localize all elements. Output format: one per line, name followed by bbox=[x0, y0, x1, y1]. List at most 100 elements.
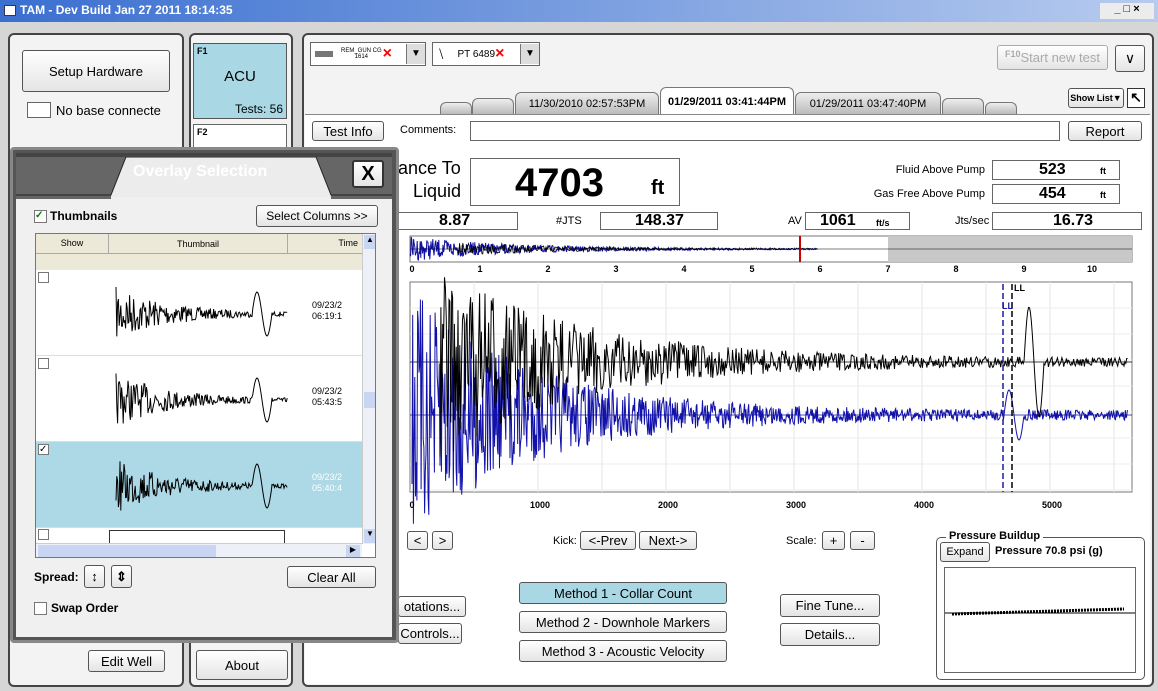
spread-label: Spread: bbox=[34, 570, 79, 584]
overview-tick-label: 10 bbox=[1087, 264, 1097, 274]
method1-button[interactable]: Method 1 - Collar Count bbox=[519, 582, 727, 604]
edit-well-button[interactable]: Edit Well bbox=[88, 650, 165, 672]
history-tab[interactable]: 01/29/2011 03:47:40PM bbox=[795, 92, 941, 114]
scale-minus[interactable]: - bbox=[850, 531, 875, 550]
tab-blank[interactable] bbox=[942, 98, 984, 114]
readout-box: 8.87 bbox=[398, 212, 518, 230]
window-controls[interactable]: _ □ × bbox=[1100, 3, 1154, 19]
comments-input[interactable] bbox=[470, 121, 1060, 141]
thumbnail bbox=[115, 461, 288, 511]
av-value: 1061 bbox=[820, 212, 856, 229]
sensor1-name: REM_GUN CG bbox=[341, 48, 382, 54]
header-show[interactable]: Show bbox=[60, 238, 84, 248]
header-top bbox=[16, 153, 392, 157]
overlay-row[interactable]: 09/23/2 06:19:1 bbox=[36, 270, 362, 356]
black-trace bbox=[439, 277, 1128, 457]
thumbnail-trace bbox=[115, 461, 288, 511]
method2-button[interactable]: Method 2 - Downhole Markers bbox=[519, 611, 727, 633]
overview-tick-label: 9 bbox=[1021, 264, 1026, 274]
history-tab[interactable]: 11/30/2010 02:57:53PM bbox=[515, 92, 659, 114]
distance-value: 4703 bbox=[515, 161, 604, 205]
menu-dropdown[interactable]: ∨ bbox=[1115, 45, 1145, 72]
scale-label: Scale: bbox=[786, 535, 817, 547]
prev-button[interactable]: < bbox=[407, 531, 428, 550]
clear-all-button[interactable]: Clear All bbox=[287, 566, 376, 588]
row-date: 09/23/2 bbox=[312, 386, 343, 396]
setup-hardware-button[interactable]: Setup Hardware bbox=[22, 50, 170, 92]
kick-label: Kick: bbox=[553, 535, 577, 547]
f10-key: F10 bbox=[1005, 49, 1021, 59]
method3-button[interactable]: Method 3 - Acoustic Velocity bbox=[519, 640, 727, 662]
horizontal-scrollbar[interactable]: ▶ bbox=[36, 543, 362, 557]
base-indicator bbox=[27, 102, 51, 118]
kick-prev-button[interactable]: <-Prev bbox=[580, 531, 636, 550]
base-status: No base connecte bbox=[56, 103, 161, 118]
fine-tune-button[interactable]: Fine Tune... bbox=[780, 594, 880, 617]
report-button[interactable]: Report bbox=[1068, 121, 1142, 141]
comments-label: Comments: bbox=[400, 124, 457, 136]
readout-value: 8.87 bbox=[439, 212, 471, 229]
show-list-button[interactable]: Show List ▼ bbox=[1068, 88, 1124, 108]
start-new-test-button[interactable]: F10 Start new test bbox=[997, 45, 1108, 70]
fluid-value: 523 bbox=[1039, 161, 1066, 178]
header-time[interactable]: Time bbox=[338, 238, 358, 248]
sensor2-selector[interactable]: ⧵ PT 6489 × ▼ bbox=[432, 42, 540, 66]
sensor1-selector[interactable]: REM_GUN CG 1614 × ▼ bbox=[310, 42, 426, 66]
select-columns-button[interactable]: Select Columns >> bbox=[256, 205, 378, 227]
history-tab-active[interactable]: 01/29/2011 03:41:44PM bbox=[660, 87, 794, 115]
partial-row bbox=[109, 530, 285, 544]
x-tick-label: 2000 bbox=[658, 500, 678, 510]
spread-contract[interactable]: ⇕ bbox=[111, 565, 132, 588]
fluid-box: 523 ft bbox=[992, 160, 1120, 180]
row-checkbox[interactable] bbox=[38, 272, 49, 283]
annotations-button[interactable]: otations... bbox=[398, 596, 466, 617]
expand-button[interactable]: Expand bbox=[940, 542, 990, 562]
gas-unit: ft bbox=[1100, 190, 1106, 200]
controls-button[interactable]: Controls... bbox=[398, 623, 462, 644]
tab-blank[interactable] bbox=[440, 102, 472, 114]
pressure-value: Pressure 70.8 psi (g) bbox=[995, 545, 1103, 557]
overlay-row[interactable]: ✓ 09/23/2 05:40:4 bbox=[36, 442, 362, 528]
kick-next-button[interactable]: Next-> bbox=[639, 531, 697, 550]
row-checkbox[interactable] bbox=[38, 358, 49, 369]
overlay-row[interactable]: 09/23/2 05:43:5 bbox=[36, 356, 362, 442]
tab-blank[interactable] bbox=[472, 98, 514, 114]
details-button[interactable]: Details... bbox=[780, 623, 880, 646]
f2-key: F2 bbox=[197, 127, 208, 137]
acu-label: ACU bbox=[224, 68, 256, 85]
list-subheader bbox=[36, 254, 363, 270]
header-shape bbox=[16, 153, 392, 199]
pressure-trace bbox=[951, 607, 1125, 616]
spread-expand[interactable]: ↕ bbox=[84, 565, 105, 588]
tab-blank[interactable] bbox=[985, 102, 1017, 114]
next-button[interactable]: > bbox=[432, 531, 453, 550]
header-thumbnail[interactable]: Thumbnail bbox=[108, 234, 288, 254]
dialog-tab-shape bbox=[16, 153, 392, 199]
row-time: 05:40:4 bbox=[312, 483, 343, 493]
thumbnail bbox=[115, 286, 288, 337]
row-checkbox[interactable] bbox=[38, 529, 49, 540]
distance-box: 4703 ft bbox=[470, 158, 680, 206]
swap-order-option[interactable]: Swap Order bbox=[34, 601, 118, 615]
acu-tile[interactable]: F1 ACU Tests: 56 bbox=[193, 43, 287, 119]
jts-sec-label: Jts/sec bbox=[955, 215, 990, 227]
scale-plus[interactable]: + bbox=[822, 531, 845, 550]
thumbnail-trace bbox=[115, 373, 288, 424]
test-info-button[interactable]: Test Info bbox=[312, 121, 384, 141]
collapse-button[interactable]: ↖ bbox=[1127, 88, 1145, 108]
thumbnail-trace bbox=[115, 286, 288, 337]
close-button[interactable]: X bbox=[352, 160, 384, 188]
overview-tick-label: 6 bbox=[817, 264, 822, 274]
overview-tick-label: 2 bbox=[545, 264, 550, 274]
sensor2-name: PT 6489 bbox=[457, 48, 496, 60]
overview-tick-label: 0 bbox=[409, 264, 414, 274]
marker-label: LL bbox=[1014, 283, 1025, 293]
vertical-scrollbar[interactable]: ▲ ▼ bbox=[362, 234, 375, 544]
about-button[interactable]: About bbox=[196, 650, 288, 680]
thumbnails-option[interactable]: ✓ Thumbnails bbox=[34, 209, 118, 223]
row-checkbox[interactable]: ✓ bbox=[38, 444, 49, 455]
show-list-label: Show List bbox=[1070, 93, 1113, 103]
overview-tick-label: 1 bbox=[477, 264, 482, 274]
jts-sec-value: 16.73 bbox=[1053, 212, 1094, 229]
